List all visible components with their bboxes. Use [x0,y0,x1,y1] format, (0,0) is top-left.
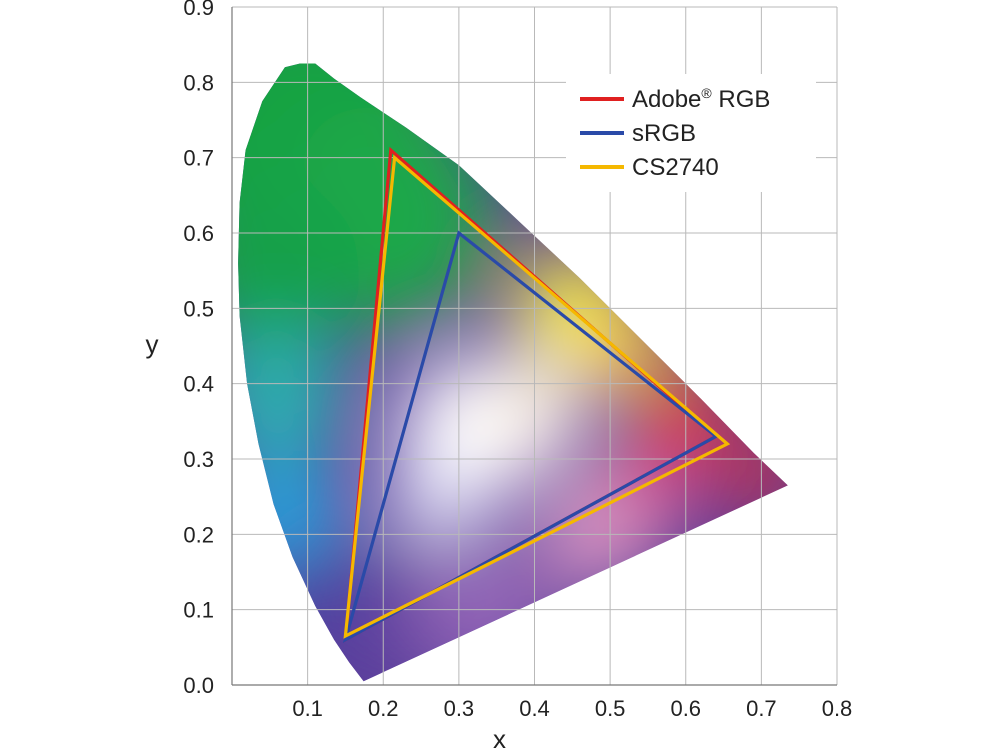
y-tick-label: 0.9 [183,0,214,20]
legend-label: Adobe® RGB [632,85,770,113]
y-tick-label: 0.8 [183,70,214,95]
legend: Adobe® RGB sRGB CS2740 [566,74,816,192]
axes [231,7,837,686]
x-tick-label: 0.1 [292,696,323,721]
x-tick-labels: 0.1 0.2 0.3 0.4 0.5 0.6 0.7 0.8 [292,696,852,721]
x-tick-label: 0.5 [595,696,626,721]
y-tick-labels: 0.0 0.1 0.2 0.3 0.4 0.5 0.6 0.7 0.8 0.9 [183,0,214,698]
color-field-blob [579,300,671,392]
x-axis-label: x [493,724,506,750]
y-axis-label: y [146,329,159,359]
y-tick-label: 0.4 [183,372,214,397]
color-field-blob [238,179,361,362]
y-tick-label: 0.0 [183,673,214,698]
gamut-triangles [342,146,731,644]
x-tick-label: 0.4 [519,696,550,721]
y-tick-label: 0.1 [183,598,214,623]
x-tick-label: 0.2 [368,696,399,721]
y-tick-label: 0.5 [183,296,214,321]
legend-label: CS2740 [632,154,719,181]
y-tick-label: 0.7 [183,146,214,171]
x-tick-label: 0.7 [746,696,777,721]
color-field-blob [238,330,346,467]
x-tick-label: 0.3 [444,696,475,721]
x-tick-label: 0.8 [822,696,853,721]
y-tick-label: 0.2 [183,522,214,547]
x-tick-label: 0.6 [670,696,701,721]
y-tick-label: 0.6 [183,221,214,246]
gamut-triangle-cs2740 [343,154,731,639]
legend-label: sRGB [632,120,696,147]
y-tick-label: 0.3 [183,447,214,472]
gamut-triangle-srgb [342,230,719,644]
color-field-blob [390,451,482,543]
